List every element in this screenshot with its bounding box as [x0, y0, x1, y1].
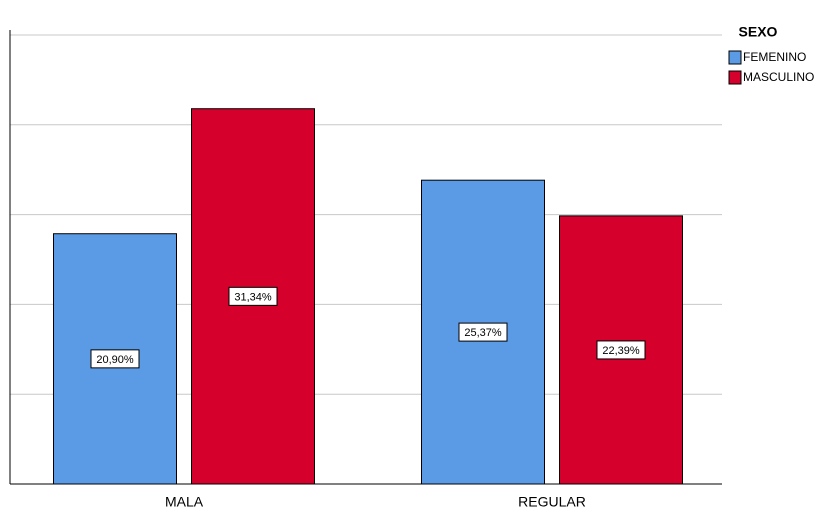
- value-label-box: [90, 349, 140, 369]
- legend-label: FEMENINO: [743, 50, 806, 64]
- value-label-box: [228, 286, 278, 306]
- value-label: 31,34%: [234, 291, 272, 303]
- x-tick-label: REGULAR: [518, 494, 586, 510]
- value-label-box: [458, 322, 508, 342]
- value-label: 22,39%: [602, 345, 640, 357]
- value-label-box: [596, 340, 646, 360]
- value-label: 25,37%: [464, 327, 502, 339]
- legend-swatch: [728, 50, 742, 65]
- legend-title: SEXO: [739, 24, 778, 40]
- legend-label: MASCULINO: [743, 70, 814, 84]
- x-tick-label: MALA: [165, 494, 204, 510]
- value-label: 20,90%: [96, 354, 134, 366]
- legend-swatch: [728, 70, 742, 85]
